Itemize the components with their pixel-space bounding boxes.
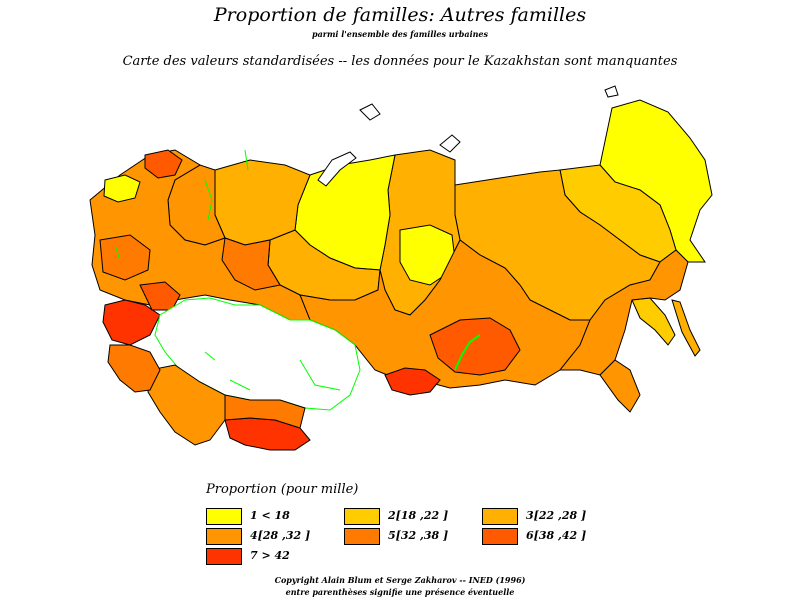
lake-baikal <box>454 334 481 371</box>
legend-item-4: 4[28 ,32 ] <box>206 528 366 545</box>
page-title: Proportion de familles: Autres familles <box>213 4 587 26</box>
region-amur <box>558 249 689 376</box>
legend-item-6: 6[38 ,42 ] <box>482 528 642 545</box>
region-murmansk <box>144 149 183 179</box>
legend-swatch-5 <box>344 528 380 545</box>
legend-label-2: 2[18 ,22 ] <box>388 509 449 522</box>
legend-item-5: 5[32 ,38 ] <box>344 528 504 545</box>
region-tuva <box>384 367 441 396</box>
legend-title: Proportion (pour mille) <box>206 482 359 497</box>
legend-swatch-4 <box>206 528 242 545</box>
legend-swatch-6 <box>482 528 518 545</box>
island-novaya-zemlya <box>317 151 357 187</box>
page-subtitle: parmi l'ensemble des familles urbaines <box>311 29 489 39</box>
region-central-asia-west <box>147 364 226 446</box>
region-primorye <box>599 359 641 413</box>
legend-label-5: 5[32 ,38 ] <box>388 529 449 542</box>
legend-label-6: 6[38 ,42 ] <box>526 529 587 542</box>
island-severnaya-zemlya <box>439 134 461 153</box>
legend-item-7: 7 > 42 <box>206 548 366 565</box>
river-lines <box>114 149 341 391</box>
island-wrangel <box>604 85 619 98</box>
copyright-text: Copyright Alain Blum et Serge Zakharov -… <box>274 575 526 585</box>
legend-label-3: 3[22 ,28 ] <box>526 509 587 522</box>
legend-item-1: 1 < 18 <box>206 508 366 525</box>
legend-item-2: 2[18 ,22 ] <box>344 508 504 525</box>
region-southwest-red <box>102 299 161 346</box>
legend-label-4: 4[28 ,32 ] <box>250 529 311 542</box>
region-central-black-earth <box>99 234 151 281</box>
legend-label-7: 7 > 42 <box>250 549 290 562</box>
region-karelia <box>103 174 141 203</box>
legend-swatch-1 <box>206 508 242 525</box>
region-central-asia-east <box>224 394 306 429</box>
region-caucasus <box>107 344 161 393</box>
legend-swatch-3 <box>482 508 518 525</box>
region-volgograd <box>139 281 181 311</box>
region-urals <box>221 237 281 291</box>
region-buryatia <box>429 317 521 376</box>
legend-swatch-2 <box>344 508 380 525</box>
map-title: Carte des valeurs standardisées -- les d… <box>122 54 678 69</box>
legend-swatch-7 <box>206 548 242 565</box>
island-franz-josef <box>359 103 381 121</box>
region-kamchatka <box>631 297 676 346</box>
legend-item-3: 3[22 ,28 ] <box>482 508 642 525</box>
region-sakhalin <box>671 299 701 357</box>
footnote-text: entre parenthèses signifie une présence … <box>285 587 515 597</box>
legend-label-1: 1 < 18 <box>250 509 290 522</box>
